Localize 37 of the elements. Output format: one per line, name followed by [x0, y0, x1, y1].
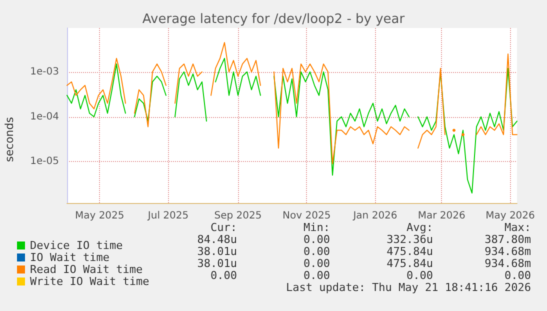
text: 475.84u: [386, 257, 433, 270]
text: 0.00: [304, 257, 330, 270]
text: Min:: [304, 221, 330, 234]
x-tick-label: May 2025: [74, 210, 124, 222]
legend-label: Device IO time: [30, 239, 123, 252]
x-tick-label: Mar 2026: [418, 210, 466, 222]
x-tick-label: May 2026: [486, 210, 535, 222]
y-tick-label: 1e-05: [30, 156, 59, 168]
text: 38.01u: [197, 257, 238, 270]
text: 475.84u: [386, 245, 433, 258]
text: 0.00: [304, 233, 330, 246]
legend-label: Write IO Wait time: [30, 275, 150, 288]
text: 934.68m: [484, 257, 532, 270]
legend-label: IO Wait time: [30, 251, 110, 264]
text: 0.00: [406, 269, 434, 282]
text: Avg:: [406, 221, 434, 234]
text: 0.00: [304, 245, 330, 258]
text: 934.68m: [484, 245, 532, 258]
y-tick-label: 1e-04: [30, 111, 59, 122]
text: 0.00: [304, 269, 330, 282]
x-tick-label: Sep 2025: [214, 210, 262, 222]
text: Max:: [504, 221, 532, 234]
text: 38.01u: [197, 245, 238, 258]
y-axis-title: seconds: [3, 116, 16, 162]
text: 0.00: [504, 269, 532, 282]
chart-title: Average latency for /dev/loop2 - by year: [142, 12, 406, 27]
text: 332.36u: [386, 233, 433, 246]
text: Cur:: [210, 221, 238, 234]
text: 84.48u: [197, 233, 238, 246]
x-tick-label: Jan 2026: [352, 210, 398, 222]
x-tick-label: Jul 2025: [146, 210, 189, 222]
text: Last update: Thu May 21 18:41:16 2026: [286, 281, 532, 294]
text: 387.80m: [484, 233, 532, 246]
y-tick-label: 1e-03: [30, 66, 59, 78]
x-tick-label: Nov 2025: [282, 210, 331, 222]
text: 0.00: [210, 269, 238, 282]
legend-label: Read IO Wait time: [30, 263, 143, 276]
